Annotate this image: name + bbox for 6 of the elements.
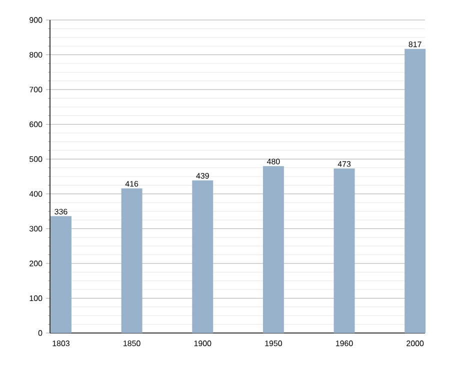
bar (334, 168, 355, 333)
bar (192, 180, 214, 333)
bar (262, 166, 284, 333)
bar (50, 216, 72, 333)
bar (121, 188, 142, 333)
bar (404, 48, 426, 333)
